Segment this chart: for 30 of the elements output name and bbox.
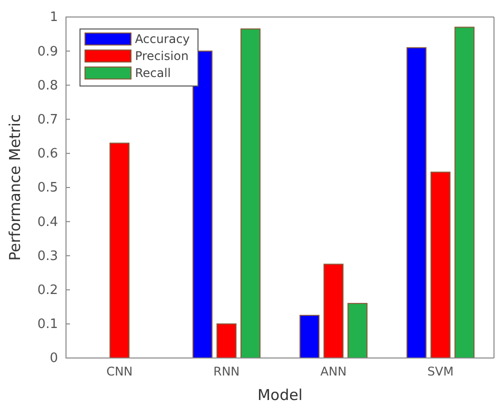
x-tick-label: RNN	[213, 364, 240, 378]
legend-label: Recall	[135, 66, 171, 80]
y-tick-label: 0.3	[37, 248, 58, 264]
bar	[192, 50, 212, 358]
y-tick-label: 0.5	[37, 180, 58, 196]
y-tick-label: 0.8	[37, 78, 58, 94]
bar	[406, 47, 426, 358]
bar	[324, 264, 344, 358]
x-axis-title: Model	[257, 386, 303, 404]
bar	[454, 26, 474, 358]
bar	[110, 142, 130, 358]
x-tick-label: ANN	[320, 364, 347, 378]
y-tick-label: 0.2	[37, 282, 58, 298]
y-tick-label: 0.6	[37, 146, 58, 162]
y-tick-label: 0.7	[37, 112, 58, 128]
bar	[348, 302, 368, 358]
bar	[300, 314, 320, 358]
y-tick-label: 0.9	[37, 44, 58, 60]
x-tick-label: SVM	[427, 364, 454, 378]
y-tick-label: 0.4	[37, 214, 58, 230]
y-tick-label: 0.1	[37, 317, 58, 332]
legend-label: Precision	[135, 49, 189, 63]
y-axis-title: Performance Metric	[6, 114, 24, 261]
y-tick-label: 1	[50, 10, 58, 26]
bar	[216, 323, 236, 358]
legend-label: Accuracy	[135, 32, 190, 46]
bar	[240, 28, 260, 358]
bar	[430, 172, 450, 358]
y-tick-label: 0	[50, 351, 58, 366]
x-tick-label: CNN	[106, 364, 133, 378]
